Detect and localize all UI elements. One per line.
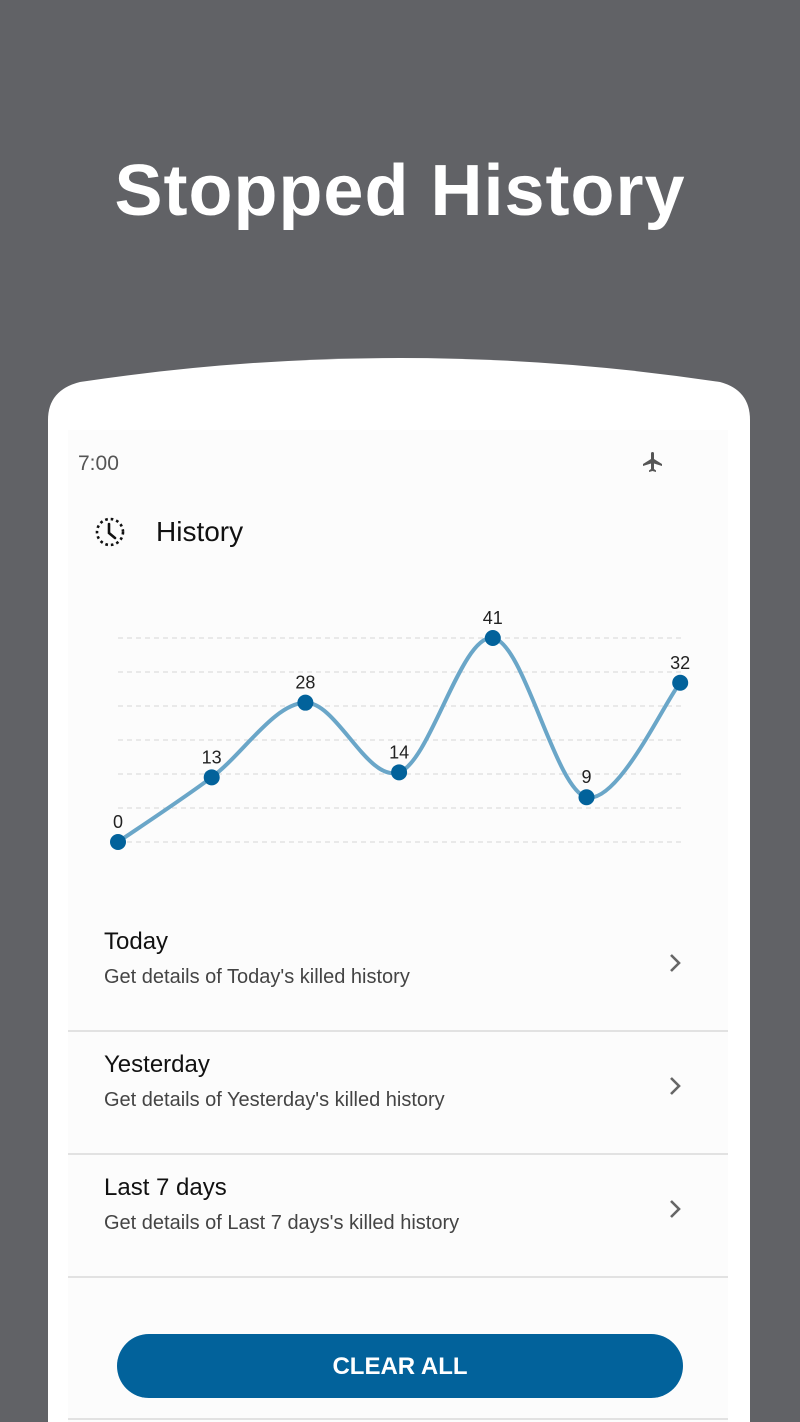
divider: [68, 1418, 728, 1420]
data-point: [484, 630, 501, 646]
data-point: [391, 764, 408, 781]
phone-screen: 7:00 History 0 13 28 14 41 9 32 Today Get deta…: [68, 430, 728, 1422]
data-label: 13: [202, 747, 222, 767]
clear-all-button[interactable]: CLEAR ALL: [117, 1334, 683, 1398]
item-title: Yesterday: [104, 1051, 210, 1078]
app-title: History: [156, 516, 244, 547]
data-point: [297, 694, 314, 711]
data-point: [203, 769, 220, 786]
data-point: [672, 674, 689, 691]
data-label: 14: [389, 742, 409, 762]
headline: Stopped History: [114, 151, 686, 231]
chevron-right-icon: [670, 1200, 681, 1218]
data-point: [110, 834, 126, 850]
data-label: 32: [670, 653, 690, 673]
chevron-right-icon: [670, 954, 681, 972]
data-label: 0: [113, 812, 123, 832]
airplane-mode-icon: [643, 452, 662, 472]
status-time: 7:00: [78, 452, 119, 475]
history-item-last-7-days[interactable]: Last 7 days Get details of Last 7 days's…: [68, 1154, 728, 1278]
history-line-chart: 0 13 28 14 41 9 32: [110, 608, 690, 850]
data-label: 9: [581, 767, 591, 787]
history-clock-icon: [95, 517, 125, 547]
item-subtitle: Get details of Yesterday's killed histor…: [104, 1089, 445, 1111]
item-title: Today: [104, 928, 169, 955]
item-subtitle: Get details of Last 7 days's killed hist…: [104, 1212, 460, 1234]
chevron-right-icon: [670, 1077, 681, 1095]
data-label: 28: [295, 673, 315, 693]
data-point: [578, 789, 595, 806]
history-item-today[interactable]: Today Get details of Today's killed hist…: [68, 908, 728, 1032]
item-title: Last 7 days: [104, 1174, 227, 1201]
history-item-yesterday[interactable]: Yesterday Get details of Yesterday's kil…: [68, 1031, 728, 1155]
data-label: 41: [483, 608, 503, 628]
item-subtitle: Get details of Today's killed history: [104, 966, 410, 988]
